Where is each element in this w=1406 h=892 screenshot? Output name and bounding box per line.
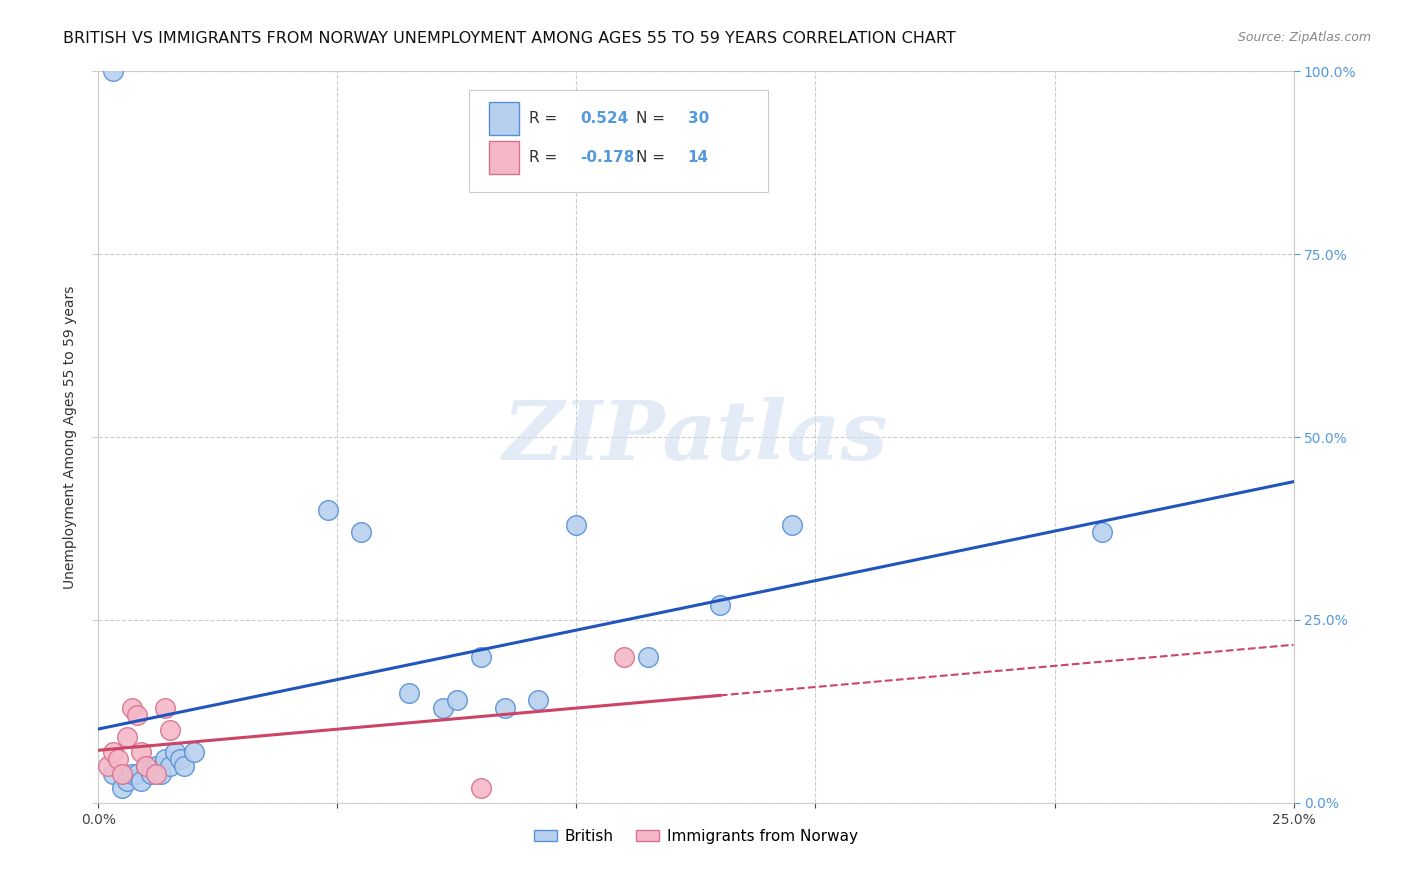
Text: R =: R = [529, 150, 562, 165]
Point [155, 752, 177, 766]
Point [97, 759, 120, 773]
Point [125, 766, 148, 780]
Point [135, 759, 157, 773]
Point [101, 64, 124, 78]
FancyBboxPatch shape [470, 90, 768, 192]
Point [470, 781, 492, 796]
FancyBboxPatch shape [489, 103, 519, 136]
Point [159, 723, 181, 737]
Text: Source: ZipAtlas.com: Source: ZipAtlas.com [1237, 31, 1371, 45]
Text: N =: N = [637, 150, 671, 165]
Point [350, 525, 373, 540]
Text: 14: 14 [688, 150, 709, 165]
Text: -0.178: -0.178 [581, 150, 634, 165]
Point [565, 517, 588, 532]
Point [780, 517, 803, 532]
Point [637, 649, 659, 664]
Point [131, 773, 153, 788]
Point [149, 766, 172, 780]
Point [432, 700, 454, 714]
Point [398, 686, 420, 700]
Point [101, 766, 124, 780]
Point [494, 700, 516, 714]
Text: 0.524: 0.524 [581, 112, 628, 127]
Text: ZIPatlas: ZIPatlas [503, 397, 889, 477]
Point [145, 759, 167, 773]
Y-axis label: Unemployment Among Ages 55 to 59 years: Unemployment Among Ages 55 to 59 years [63, 285, 77, 589]
Point [173, 759, 195, 773]
Point [470, 649, 492, 664]
Point [139, 766, 162, 780]
Point [183, 745, 205, 759]
Point [111, 781, 134, 796]
Point [145, 766, 167, 780]
Point [101, 745, 124, 759]
Point [446, 693, 468, 707]
Point [111, 766, 134, 780]
Point [121, 766, 143, 780]
Point [159, 759, 181, 773]
Text: BRITISH VS IMMIGRANTS FROM NORWAY UNEMPLOYMENT AMONG AGES 55 TO 59 YEARS CORRELA: BRITISH VS IMMIGRANTS FROM NORWAY UNEMPL… [63, 31, 956, 46]
Point [163, 745, 186, 759]
FancyBboxPatch shape [489, 141, 519, 174]
Legend: British, Immigrants from Norway: British, Immigrants from Norway [527, 822, 865, 850]
Point [125, 708, 148, 723]
Text: 30: 30 [688, 112, 709, 127]
Point [121, 700, 143, 714]
Point [709, 599, 731, 613]
Text: N =: N = [637, 112, 671, 127]
Point [316, 503, 339, 517]
Point [135, 759, 157, 773]
Point [613, 649, 636, 664]
Point [1091, 525, 1114, 540]
Point [115, 730, 138, 744]
Text: R =: R = [529, 112, 562, 127]
Point [155, 700, 177, 714]
Point [131, 745, 153, 759]
Point [107, 752, 129, 766]
Point [527, 693, 550, 707]
Point [169, 752, 191, 766]
Point [115, 773, 138, 788]
